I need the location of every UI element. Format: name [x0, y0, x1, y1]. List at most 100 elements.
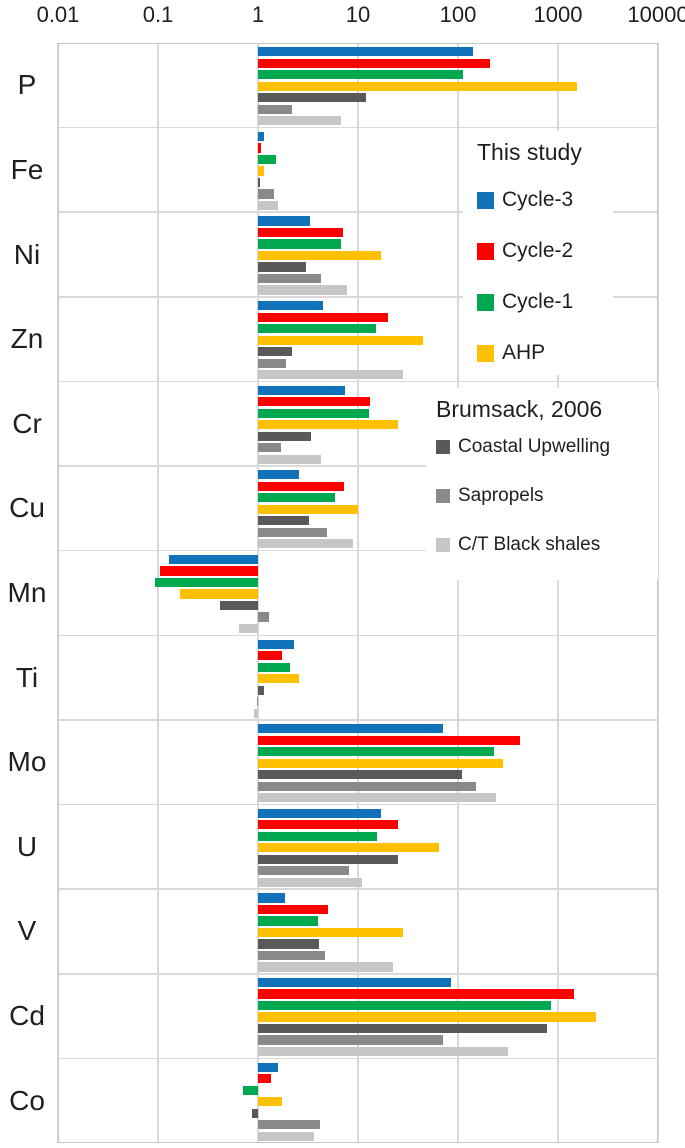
bar-U-cycle-3: [258, 808, 382, 818]
bar-Zn-c-t-black-shales: [258, 370, 403, 380]
legend-this-study-items: Cycle-3 Cycle-2 Cycle-1 AHP: [477, 188, 613, 365]
legend-item-label: Cycle-1: [502, 290, 574, 313]
bar-Fe-cycle-3: [258, 131, 265, 141]
bar-Cr-cycle-3: [258, 385, 345, 395]
bar-Mn-cycle-3: [169, 554, 258, 565]
legend-item-label: Cycle-3: [502, 188, 574, 211]
x-axis-tick-label: 0.1: [142, 2, 174, 27]
bar-P-coastal-upwelling: [258, 93, 366, 103]
category-label-co: Co: [9, 1084, 45, 1116]
bar-Mn-c-t-black-shales: [239, 623, 258, 634]
legend-this-study: This study Cycle-3 Cycle-2 Cycle-1 AHP: [463, 131, 613, 375]
bar-Co-sapropels: [258, 1120, 321, 1130]
legend-this-study-title: This study: [477, 139, 582, 165]
x-axis-tick-label: 10: [345, 2, 371, 27]
bar-Mo-cycle-2: [258, 735, 521, 745]
bar-Co-ahp: [258, 1097, 283, 1107]
legend-swatch-icon: [477, 344, 494, 362]
bar-V-coastal-upwelling: [258, 939, 320, 949]
category-label-cr: Cr: [12, 407, 42, 439]
x-axis-tick-label: 0.01: [36, 2, 80, 27]
gridline-horizontal: [58, 549, 658, 552]
gridline-horizontal: [58, 465, 658, 467]
gridline-horizontal: [58, 973, 658, 975]
category-label-u: U: [16, 830, 38, 862]
legend-item-coastal-upwelling: Coastal Upwelling: [436, 436, 658, 458]
bar-Mo-ahp: [258, 758, 503, 768]
legend-item-label: AHP: [502, 341, 546, 364]
gridline-horizontal: [58, 634, 658, 637]
bar-Cd-cycle-2: [258, 989, 575, 999]
gridline-vertical: [657, 43, 659, 1143]
legend-item-ahp: AHP: [477, 341, 613, 365]
legend-brumsack-items: Coastal Upwelling Sapropels C/T Black shal…: [436, 436, 658, 556]
bar-Cu-cycle-3: [258, 470, 300, 480]
bar-V-ahp: [258, 927, 403, 938]
legend-brumsack-title: Brumsack, 2006: [436, 396, 603, 422]
gridline-horizontal: [58, 1057, 658, 1060]
legend-item-label: Sapropels: [458, 485, 544, 506]
bar-Cu-cycle-1: [258, 493, 336, 503]
bar-Ni-ahp: [258, 250, 382, 261]
gridline-vertical: [157, 43, 159, 1143]
bar-Zn-cycle-2: [258, 312, 389, 322]
bar-P-ahp: [258, 81, 578, 91]
bar-V-cycle-2: [258, 904, 328, 915]
bar-Co-cycle-1: [242, 1085, 258, 1095]
bar-Cr-cycle-2: [258, 397, 371, 407]
bar-Cu-c-t-black-shales: [258, 539, 353, 549]
bar-Ti-coastal-upwelling: [258, 685, 265, 695]
bar-Cd-sapropels: [258, 1035, 444, 1045]
bar-Ni-coastal-upwelling: [258, 262, 306, 272]
x-axis-tick-label: 10000: [627, 2, 685, 27]
bar-Fe-coastal-upwelling: [258, 177, 261, 187]
bar-Fe-ahp: [258, 166, 265, 176]
category-label-cu: Cu: [9, 492, 45, 524]
bar-Mn-ahp: [179, 589, 258, 599]
bar-Ti-ahp: [258, 674, 299, 684]
x-axis-tick-label: 1000: [533, 2, 583, 27]
category-label-fe: Fe: [10, 153, 44, 185]
legend-item-c-t-black-shales: C/T Black shales: [436, 534, 658, 556]
bar-Ni-cycle-1: [258, 239, 341, 249]
category-label-ti: Ti: [15, 661, 39, 693]
bar-Co-cycle-3: [258, 1062, 279, 1072]
bar-Cr-sapropels: [258, 443, 282, 453]
legend-swatch-icon: [477, 242, 494, 260]
bar-U-c-t-black-shales: [258, 877, 363, 887]
bar-Ni-cycle-3: [258, 216, 310, 226]
bar-Ti-c-t-black-shales: [254, 708, 258, 718]
gridline-vertical: [57, 43, 59, 1143]
bar-Cd-ahp: [258, 1012, 597, 1022]
gridline-horizontal: [58, 380, 658, 383]
category-label-ni: Ni: [13, 238, 41, 270]
bar-Cu-cycle-2: [258, 481, 345, 491]
legend-item-label: C/T Black shales: [458, 534, 601, 555]
bar-Cd-cycle-1: [258, 1000, 552, 1011]
gridline-horizontal: [58, 211, 658, 213]
legend-item-cycle-2: Cycle-2: [477, 239, 613, 263]
category-label-p: P: [17, 69, 37, 101]
bar-V-cycle-3: [258, 893, 285, 903]
bar-Mo-c-t-black-shales: [258, 793, 497, 803]
bar-U-cycle-1: [258, 831, 378, 841]
bar-Cr-coastal-upwelling: [258, 431, 312, 441]
bar-U-sapropels: [258, 866, 350, 876]
bar-Co-c-t-black-shales: [258, 1131, 315, 1141]
bar-Zn-sapropels: [258, 358, 286, 368]
bar-Ti-cycle-2: [258, 651, 283, 661]
bar-Fe-cycle-1: [258, 154, 276, 164]
bar-Fe-sapropels: [258, 189, 275, 199]
bar-P-c-t-black-shales: [258, 116, 341, 126]
bar-Mn-coastal-upwelling: [220, 600, 258, 611]
bar-Zn-ahp: [258, 335, 424, 345]
bar-Ti-cycle-3: [258, 639, 295, 649]
gridline-vertical: [557, 43, 559, 1143]
bar-Mo-cycle-3: [258, 724, 443, 734]
bar-Co-coastal-upwelling: [251, 1108, 258, 1118]
bar-Cd-c-t-black-shales: [258, 1046, 508, 1057]
legend-item-label: Coastal Upwelling: [458, 436, 611, 457]
bar-Mn-cycle-2: [160, 566, 258, 576]
legend-swatch-icon: [436, 489, 450, 503]
